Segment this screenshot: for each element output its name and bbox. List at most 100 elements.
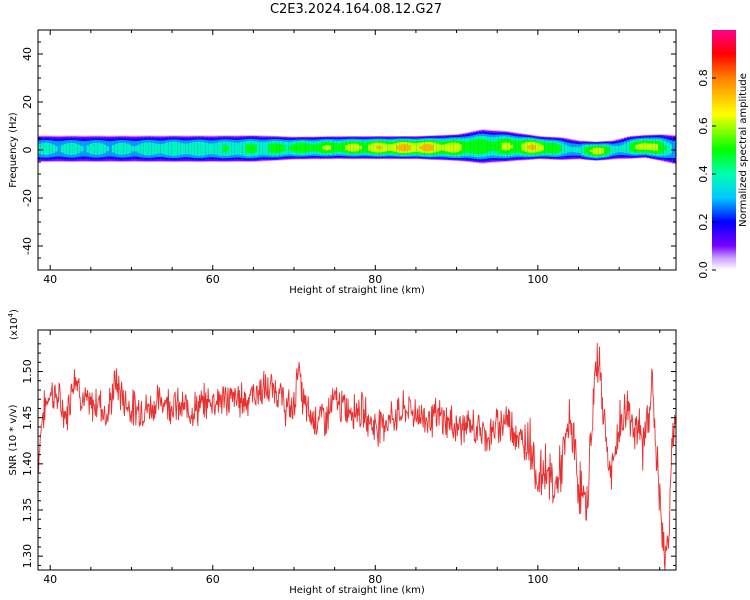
heatmap-cell	[538, 143, 543, 152]
colorbar-tick-label: 0.2	[697, 213, 710, 231]
heatmap-cell	[663, 145, 668, 151]
snr-y-axis-label: SNR (10 * v/v)	[8, 404, 19, 475]
heatmap-cell	[561, 143, 565, 155]
heatmap-cell	[550, 142, 554, 154]
heatmap-cell	[336, 143, 341, 152]
heatmap-cell	[117, 143, 122, 155]
heatmap-cell	[584, 147, 588, 154]
heatmap-cell	[342, 142, 346, 153]
heatmap-cell	[308, 144, 312, 152]
heatmap-cell	[373, 142, 378, 153]
heatmap-cell	[447, 143, 452, 153]
x-tick-label: 100	[527, 273, 548, 286]
heatmap-cell	[131, 146, 136, 152]
heatmap-cell	[126, 143, 130, 155]
heatmap-cell	[262, 142, 267, 155]
heatmap-cell	[618, 145, 622, 153]
heatmap-cell	[592, 148, 597, 154]
heatmap-cell	[129, 144, 133, 153]
heatmap-cell	[490, 141, 494, 151]
heatmap-cell	[325, 145, 329, 151]
heatmap-cell	[626, 142, 631, 154]
heatmap-cell	[271, 143, 275, 154]
heatmap-cell	[396, 145, 400, 150]
heatmap-cell	[103, 144, 107, 154]
heatmap-cell	[154, 143, 159, 155]
heatmap-cell	[183, 143, 187, 155]
heatmap-cell	[501, 143, 506, 150]
heatmap-cell	[211, 143, 215, 154]
heatmap-cell	[461, 141, 466, 154]
heatmap-cell	[328, 145, 332, 150]
heatmap-cell	[365, 142, 369, 153]
heatmap-cell	[379, 146, 383, 150]
heatmap-cell	[532, 145, 537, 150]
heatmap-cell	[191, 142, 196, 156]
heatmap-cell	[319, 142, 324, 153]
heatmap-cell	[77, 144, 82, 154]
heatmap-cell	[504, 142, 508, 151]
heatmap-cell	[146, 142, 150, 156]
heatmap-cell	[83, 141, 87, 157]
heatmap-cell	[100, 143, 105, 155]
heatmap-cell	[515, 140, 520, 153]
heatmap-cell	[518, 140, 523, 154]
heatmap-cell	[376, 145, 380, 150]
heatmap-cell	[621, 144, 625, 153]
heatmap-cell	[160, 144, 164, 154]
heatmap-cell	[38, 143, 42, 154]
heatmap-cell	[123, 142, 127, 155]
heatmap-cell	[464, 141, 469, 153]
heatmap-cell	[291, 144, 295, 152]
heatmap-cell	[527, 145, 531, 149]
y-tick-label: -40	[21, 237, 34, 255]
heatmap-cell	[606, 146, 611, 154]
heatmap-cell	[339, 143, 343, 152]
heatmap-cell	[242, 141, 247, 156]
heatmap-cell	[348, 144, 352, 152]
heatmap-cell	[578, 147, 582, 153]
heatmap-cell	[601, 148, 605, 154]
heatmap-cell	[507, 142, 511, 151]
colorbar-ticks: 0.0 0.2 0.4 0.6 0.8	[697, 69, 716, 279]
heatmap-cell	[345, 145, 349, 150]
heatmap-cell	[481, 139, 486, 154]
heatmap-cell	[43, 142, 48, 155]
heatmap-cell	[547, 142, 551, 154]
x-tick-label: 80	[368, 273, 382, 286]
heatmap-cell	[237, 142, 241, 155]
heatmap-cell	[40, 143, 45, 155]
heatmap-cell	[311, 144, 315, 152]
heatmap-cell	[234, 142, 238, 155]
heatmap-cell	[493, 141, 497, 152]
x-tick-label: 60	[206, 573, 220, 586]
colorbar-tick-label: 0.6	[697, 117, 710, 135]
heatmap-cell	[552, 143, 557, 154]
heatmap-cell	[151, 142, 156, 155]
heatmap-cell	[299, 142, 304, 154]
heatmap-cell	[188, 143, 193, 155]
heatmap-cell	[174, 141, 178, 156]
heatmap-cell	[274, 143, 278, 154]
colorbar-tick-label: 0.0	[697, 261, 710, 279]
heatmap-cell	[544, 142, 548, 154]
heatmap-cell	[296, 143, 301, 153]
heatmap-cell	[416, 143, 420, 153]
heatmap-cell	[513, 140, 517, 153]
snr-scale-prefix: (x10	[9, 317, 20, 340]
heatmap-cell	[444, 143, 449, 152]
heatmap-cell	[367, 144, 372, 151]
heatmap-cell	[106, 146, 110, 152]
heatmap-cell	[55, 146, 59, 152]
heatmap-cell	[646, 143, 651, 150]
heatmap-cell	[140, 143, 144, 155]
heatmap-cell	[370, 143, 375, 152]
heatmap-cell	[530, 144, 534, 150]
heatmap-cell	[197, 141, 201, 156]
heatmap-cell	[484, 139, 489, 153]
heatmap-cell	[498, 139, 503, 154]
heatmap-cell	[114, 143, 119, 154]
heatmap-cell	[228, 141, 233, 156]
heatmap-cell	[356, 144, 361, 151]
